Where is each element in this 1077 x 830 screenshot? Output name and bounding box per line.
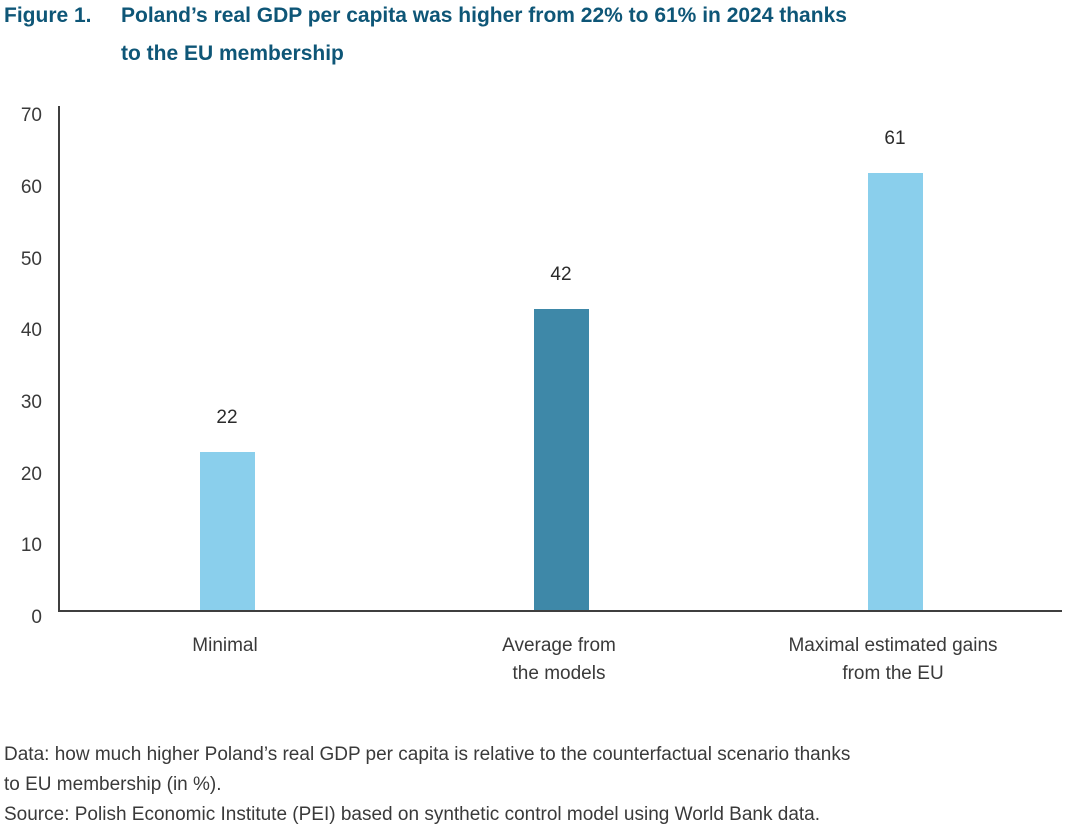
y-tick-label: 70 (20, 105, 42, 127)
y-tick-label: 10 (20, 535, 42, 557)
bar-value-label: 22 (216, 407, 238, 429)
y-tick-label: 40 (20, 320, 42, 342)
y-tick-label: 20 (20, 463, 42, 485)
bar-chart: 22 42 61 0 10 20 30 40 50 60 70 Minimal Average fr… (20, 105, 1062, 684)
figure-label: Figure 1. (4, 4, 92, 27)
y-tick-label: 30 (20, 391, 42, 413)
y-tick-label: 0 (31, 607, 42, 628)
footnotes: Data: how much higher Poland’s real GDP … (4, 740, 1069, 830)
y-tick-label: 60 (20, 176, 42, 198)
bar-value-label: 42 (550, 263, 572, 285)
data-note: Data: how much higher Poland’s real GDP … (4, 744, 851, 795)
x-category-label: Minimal (192, 635, 258, 656)
source-note: Source: Polish Economic Institute (PEI) … (4, 804, 821, 825)
y-tick-label: 50 (20, 248, 42, 270)
x-category-label: Maximal estimated gains from the EU (788, 635, 998, 684)
figure-header: Figure 1. Poland’s real GDP per capita w… (4, 0, 1071, 73)
x-category-label: Average from the models (502, 635, 616, 684)
figure-title: Poland’s real GDP per capita was higher … (121, 4, 847, 65)
bar (867, 172, 923, 610)
bar (199, 452, 255, 610)
plot-area: 22 42 61 (58, 106, 1062, 612)
bar-value-label: 61 (884, 127, 906, 149)
bar (533, 308, 589, 610)
